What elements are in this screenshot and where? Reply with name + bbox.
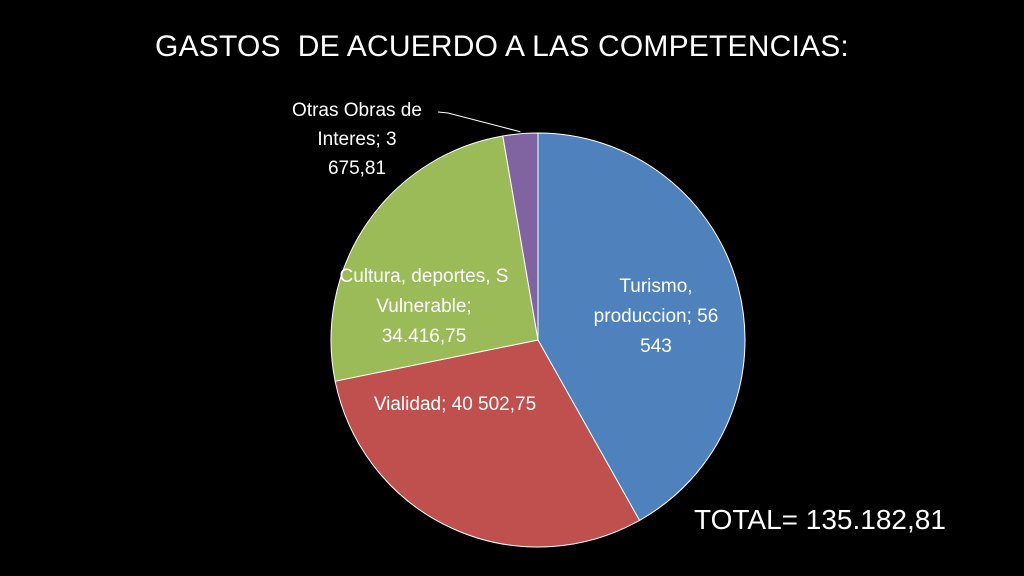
chart-title: GASTOS DE ACUERDO A LAS COMPETENCIAS:	[155, 30, 849, 63]
leader-line	[437, 111, 521, 133]
pie-slice-1	[537, 132, 746, 522]
total-label: TOTAL= 135.182,81	[694, 504, 946, 535]
slice-label-3: Cultura, deportes, S Vulnerable; 34.416,75	[340, 266, 509, 347]
pie-slice-4	[502, 132, 539, 341]
slice-label-2: Vialidad; 40 502,75	[374, 394, 536, 415]
slice-label-1: Turismo, produccion; 56 543	[594, 276, 719, 357]
pie-slice-3	[330, 135, 539, 382]
slice-label-4: Otras Obras de Interes; 3 675,81	[292, 100, 422, 179]
pie-slice-2	[334, 339, 641, 548]
